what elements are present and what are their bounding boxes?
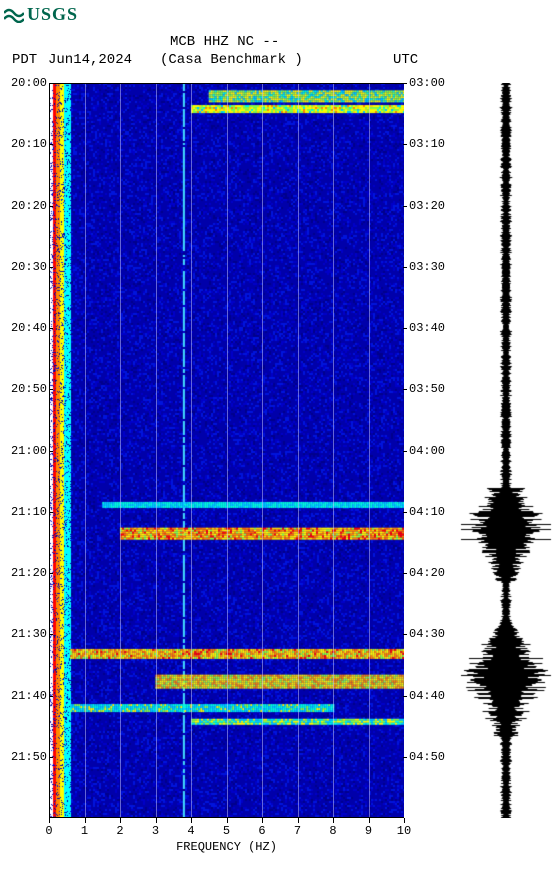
x-tick: 8 [329, 824, 336, 838]
y-tick-pdt: 21:40 [11, 689, 47, 703]
y-tick-utc: 04:00 [409, 444, 445, 458]
station-id: MCB HHZ NC -- [170, 34, 279, 50]
x-tick: 2 [116, 824, 123, 838]
tz-left: PDT [12, 52, 37, 68]
x-axis: FREQUENCY (HZ) 012345678910 [49, 818, 404, 858]
y-tick-utc: 03:50 [409, 382, 445, 396]
x-tick: 6 [258, 824, 265, 838]
wave-icon [4, 7, 24, 23]
x-tick: 10 [397, 824, 411, 838]
x-tick: 7 [294, 824, 301, 838]
y-tick-utc: 03:30 [409, 260, 445, 274]
waveform-plot [460, 83, 552, 818]
x-tick: 0 [45, 824, 52, 838]
y-tick-pdt: 21:00 [11, 444, 47, 458]
logo-text: USGS [27, 4, 78, 25]
y-tick-pdt: 20:50 [11, 382, 47, 396]
y-tick-utc: 04:10 [409, 505, 445, 519]
x-tick: 5 [223, 824, 230, 838]
y-tick-utc: 04:50 [409, 750, 445, 764]
x-axis-label: FREQUENCY (HZ) [176, 840, 277, 854]
y-tick-utc: 04:20 [409, 566, 445, 580]
spectrogram-plot [49, 83, 404, 818]
x-tick: 1 [81, 824, 88, 838]
y-tick-utc: 03:20 [409, 199, 445, 213]
waveform-canvas [460, 83, 552, 818]
y-tick-utc: 03:00 [409, 76, 445, 90]
y-tick-pdt: 20:40 [11, 321, 47, 335]
y-tick-pdt: 21:50 [11, 750, 47, 764]
y-tick-pdt: 21:20 [11, 566, 47, 580]
y-tick-pdt: 20:30 [11, 260, 47, 274]
y-axis-pdt: 20:0020:1020:2020:3020:4020:5021:0021:10… [0, 83, 49, 818]
tz-right: UTC [393, 52, 418, 68]
date: Jun14,2024 [48, 52, 132, 68]
y-tick-pdt: 20:00 [11, 76, 47, 90]
y-tick-pdt: 21:10 [11, 505, 47, 519]
page: USGS MCB HHZ NC -- PDT Jun14,2024 (Casa … [0, 0, 552, 893]
x-tick: 9 [365, 824, 372, 838]
location: (Casa Benchmark ) [160, 52, 303, 68]
y-tick-pdt: 20:20 [11, 199, 47, 213]
y-tick-utc: 03:10 [409, 137, 445, 151]
y-tick-utc: 03:40 [409, 321, 445, 335]
y-tick-utc: 04:30 [409, 627, 445, 641]
x-tick: 4 [187, 824, 194, 838]
x-tick: 3 [152, 824, 159, 838]
y-tick-pdt: 21:30 [11, 627, 47, 641]
y-axis-utc: 03:0003:1003:2003:3003:4003:5004:0004:10… [403, 83, 463, 818]
y-tick-pdt: 20:10 [11, 137, 47, 151]
usgs-logo: USGS [4, 4, 78, 25]
y-tick-utc: 04:40 [409, 689, 445, 703]
